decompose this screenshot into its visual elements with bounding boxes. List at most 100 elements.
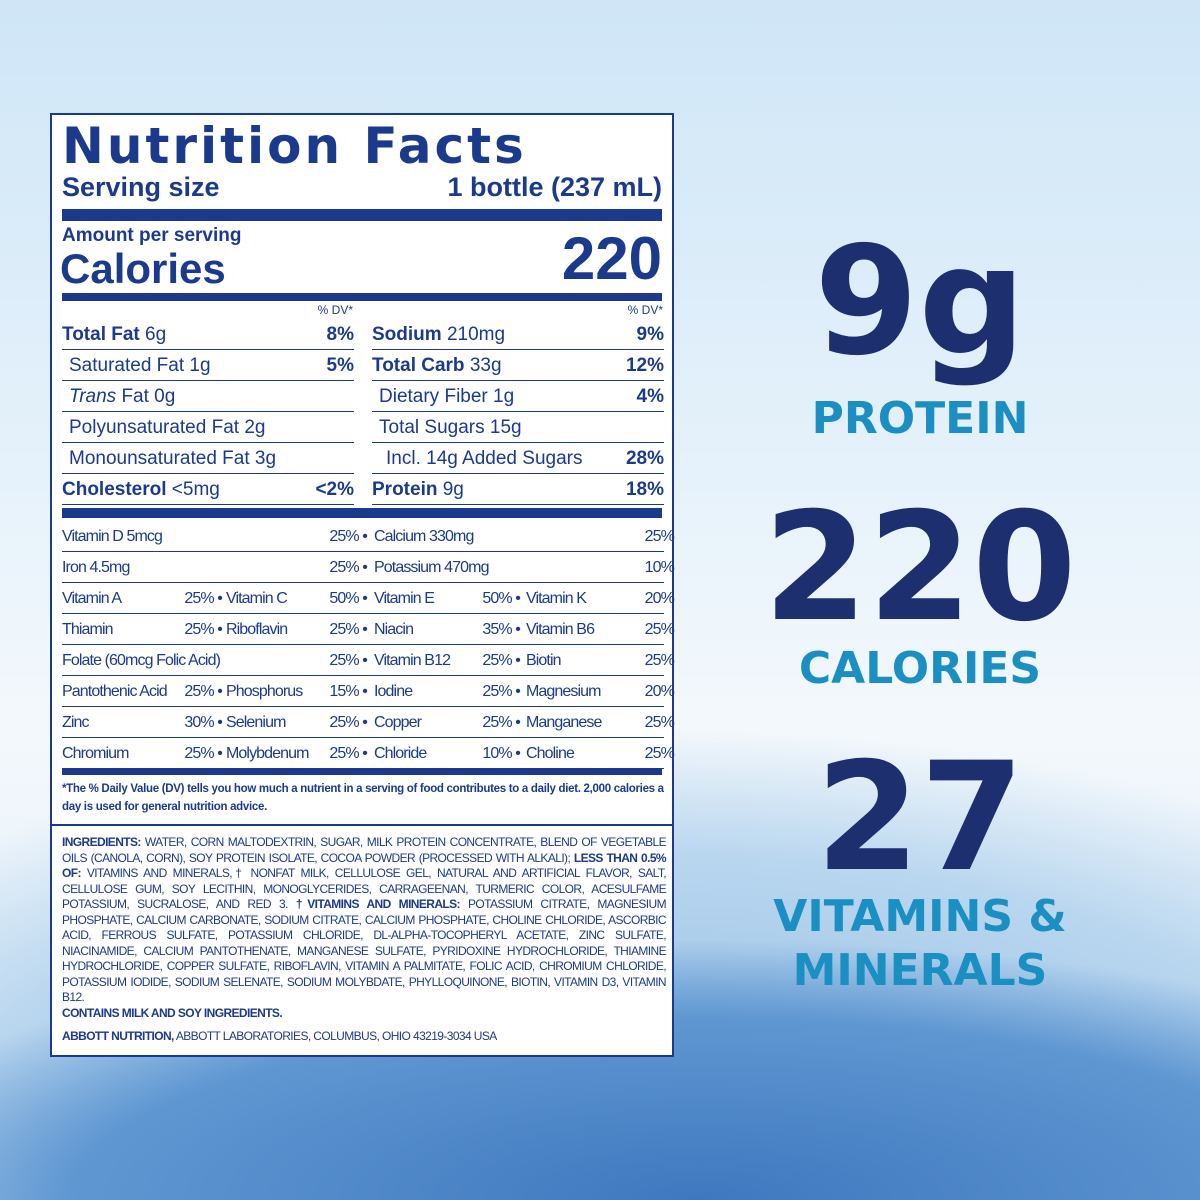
vitamin-dv: 50% • bbox=[482, 590, 520, 607]
vitamin-dv: 25% bbox=[644, 714, 675, 731]
nutrient-row: Incl. 14g Added Sugars 28% bbox=[372, 443, 664, 474]
vitamin-dv: 25% • bbox=[329, 528, 367, 545]
vitamin-dv: 25% • bbox=[184, 621, 222, 638]
vitamin-dv: 25% • bbox=[329, 621, 367, 638]
daily-value: 8% bbox=[326, 324, 354, 345]
divider bbox=[62, 293, 662, 301]
vitamin-dv: 20% bbox=[644, 590, 675, 607]
vitamin-dv: 25% • bbox=[329, 745, 367, 762]
vitamin-name: Potassium 470mg bbox=[374, 559, 489, 576]
allergen-statement: Contains milk and soy ingredients. bbox=[62, 1005, 283, 1020]
vitamin-row: Iron 4.5mg 25% • Potassium 470mg 10% bbox=[62, 552, 675, 583]
vitamin-dv: 25% • bbox=[184, 683, 222, 700]
nutrient-amount: 210mg bbox=[441, 324, 506, 345]
nutrient-name: Total Carb 33g bbox=[372, 350, 502, 380]
manufacturer-name: Abbott Nutrition, bbox=[62, 1029, 174, 1043]
vitamin-name: Thiamin bbox=[62, 621, 114, 638]
ingredients: Ingredients: Water, Corn Maltodextrin, S… bbox=[62, 835, 667, 1045]
daily-value: 4% bbox=[636, 386, 664, 407]
vitamin-dv: 25% bbox=[644, 528, 675, 545]
nutrient-name: Sodium 210mg bbox=[372, 319, 505, 349]
vitamin-name: Niacin bbox=[374, 621, 414, 638]
nutrient-row: Total Sugars 15g bbox=[372, 412, 664, 443]
vitamin-name: Vitamin D 5mcg bbox=[62, 528, 163, 545]
vitamin-name: Vitamin K bbox=[526, 590, 587, 607]
ingredients-text: Vitamins and Minerals,† Nonfat Milk, Cel… bbox=[62, 866, 667, 911]
vitamin-name: Biotin bbox=[526, 652, 562, 669]
nutrient-row: Monounsaturated Fat 3g bbox=[62, 443, 354, 474]
nutrient-label: Total Sugars 15g bbox=[379, 417, 522, 438]
vitamin-dv: 50% • bbox=[329, 590, 367, 607]
vitamin-name: Riboflavin bbox=[226, 621, 288, 638]
nutrient-row: Dietary Fiber 1g 4% bbox=[372, 381, 664, 412]
nutrient-label: Polyunsaturated Fat 2g bbox=[69, 417, 266, 438]
daily-value: 5% bbox=[326, 355, 354, 376]
nutrient-row: Total Fat 6g 8% bbox=[62, 319, 354, 350]
vitamin-row: Vitamin D 5mcg 25% • Calcium 330mg 25% bbox=[62, 521, 675, 552]
less-than-label: Less than 0.5% of: bbox=[62, 850, 667, 881]
highlight-label: CALORIES bbox=[798, 643, 1042, 694]
vitamin-row: Chromium 25% • Molybdenum 25% • Chloride 10% … bbox=[62, 738, 675, 769]
vitamin-name: Vitamin B12 bbox=[374, 652, 451, 669]
vitamin-row: Zinc 30% • Selenium 25% • Copper 25% • Mangane… bbox=[62, 707, 675, 738]
vitamin-name: Iodine bbox=[374, 683, 413, 700]
vitamin-name: Molybdenum bbox=[226, 745, 310, 762]
dv-header: % DV* bbox=[317, 303, 353, 317]
vitamin-dv: 10% bbox=[644, 559, 675, 576]
divider bbox=[62, 769, 662, 775]
vitamin-dv: 25% • bbox=[482, 714, 520, 731]
nutrient-name: Monounsaturated Fat 3g bbox=[62, 443, 276, 473]
calories-label: Calories bbox=[60, 245, 226, 292]
nutrient-label: Total Fat bbox=[62, 324, 140, 345]
vitamin-name: Magnesium bbox=[526, 683, 602, 700]
vitamin-name: Phosphorus bbox=[226, 683, 303, 700]
serving-size-value: 1 bottle (237 mL) bbox=[447, 172, 662, 202]
nutrient-amount: 9g bbox=[437, 479, 464, 500]
nutrient-amount: 33g bbox=[464, 355, 502, 376]
nutrient-label: Protein bbox=[372, 479, 438, 500]
nutrient-row: Sodium 210mg 9% bbox=[372, 319, 664, 350]
vitamin-name: Iron 4.5mg bbox=[62, 559, 130, 576]
nutrient-label: Sodium bbox=[372, 324, 442, 345]
daily-value: 9% bbox=[636, 324, 664, 345]
nutrient-amount: <5mg bbox=[166, 479, 220, 500]
vitamin-dv: 15% • bbox=[329, 683, 367, 700]
vitamin-dv: 25% bbox=[644, 652, 675, 669]
highlight-label: PROTEIN bbox=[811, 393, 1029, 444]
highlight-label: VITAMINS & MINERALS bbox=[773, 891, 1067, 996]
vitamin-name: Chloride bbox=[374, 745, 427, 762]
vitamin-name: Selenium bbox=[226, 714, 286, 731]
highlight-value: 27 bbox=[815, 731, 1025, 905]
vitamin-dv: 25% bbox=[644, 745, 675, 762]
ingredients-text: Water, Corn Maltodextrin, Sugar, Milk Pr… bbox=[62, 835, 667, 865]
nutrient-row: Protein 9g 18% bbox=[372, 474, 664, 505]
vitamin-row: Pantothenic Acid 25% • Phosphorus 15% • Iodi… bbox=[62, 676, 675, 707]
vitamin-row: Thiamin 25% • Riboflavin 25% • Niacin 35% • Vi… bbox=[62, 614, 675, 645]
ingredients-text: Potassium Citrate, Magnesium Phosphate, … bbox=[62, 897, 667, 1004]
nutrient-name: Dietary Fiber 1g bbox=[372, 381, 514, 411]
vitamin-name: Calcium 330mg bbox=[374, 528, 474, 545]
vitamin-dv: 25% • bbox=[184, 745, 222, 762]
serving-size-label: Serving size bbox=[62, 172, 220, 202]
manufacturer-address: Abbott Laboratories, Columbus, Ohio 4321… bbox=[173, 1029, 497, 1043]
daily-value: 12% bbox=[625, 355, 664, 376]
vitamin-name: Vitamin B6 bbox=[526, 621, 595, 638]
nutrient-name: Cholesterol <5mg bbox=[62, 474, 220, 504]
nutrition-facts-label: Nutrition Facts Serving size 1 bottle (2… bbox=[50, 113, 675, 1057]
nutrient-row: Saturated Fat 1g 5% bbox=[62, 350, 354, 381]
vitamin-dv: 25% • bbox=[329, 559, 367, 576]
divider bbox=[52, 824, 672, 826]
vitamin-name: Manganese bbox=[526, 714, 602, 731]
daily-value: <2% bbox=[315, 479, 354, 500]
nutrient-amount: Fat 0g bbox=[116, 386, 176, 407]
highlight-value: 220 bbox=[763, 481, 1077, 655]
nutrient-name: Trans Fat 0g bbox=[62, 381, 175, 411]
nutrient-label: Monounsaturated Fat 3g bbox=[69, 448, 277, 469]
vitamin-name: Vitamin C bbox=[226, 590, 288, 607]
vitamin-name: Chromium bbox=[62, 745, 129, 762]
vitamin-dv: 25% • bbox=[482, 652, 520, 669]
vitamin-dv: 25% • bbox=[184, 590, 222, 607]
vitamin-dv: 25% bbox=[644, 621, 675, 638]
nutrient-name: Total Fat 6g bbox=[62, 319, 166, 349]
vitamin-name: Vitamin A bbox=[62, 590, 122, 607]
